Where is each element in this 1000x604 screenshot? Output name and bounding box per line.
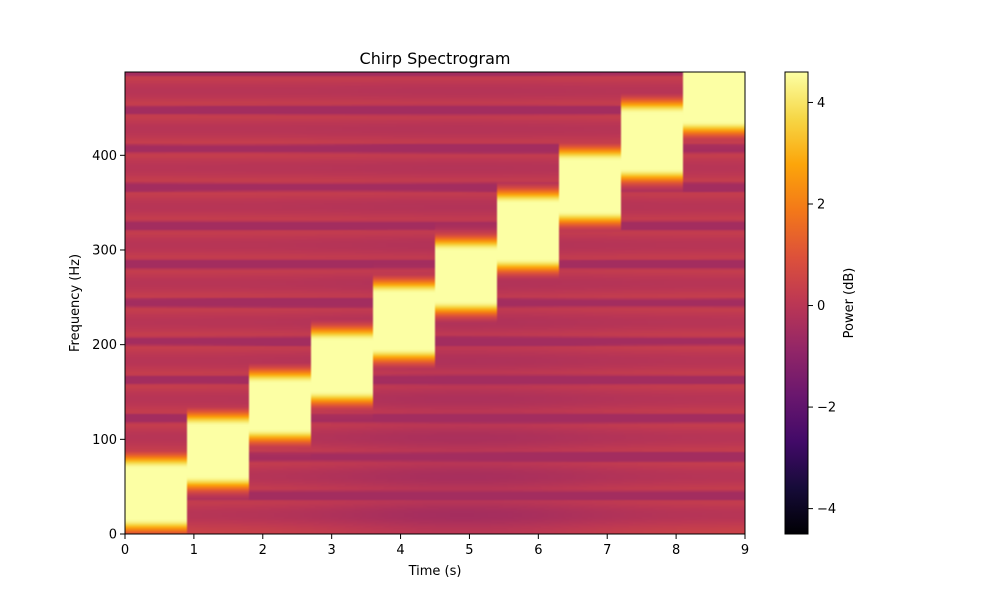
x-tick-label: 3 — [328, 543, 336, 558]
x-tick-label: 5 — [465, 543, 473, 558]
colorbar-frame — [784, 71, 809, 535]
colorbar-gradient — [785, 72, 808, 534]
colorbar-tick-label: −2 — [817, 401, 836, 416]
x-axis: 0 1 2 3 4 5 6 7 8 9 — [121, 534, 749, 558]
chart-title: Chirp Spectrogram — [360, 49, 511, 68]
y-axis-label: Frequency (Hz) — [68, 254, 83, 352]
colorbar-tick-label: −4 — [817, 502, 836, 517]
colorbar-tick-label: 0 — [817, 299, 825, 314]
y-tick-label: 400 — [92, 149, 117, 164]
y-axis: 0 100 200 300 400 — [92, 149, 125, 543]
y-tick-label: 300 — [92, 243, 117, 258]
x-tick-label: 1 — [190, 543, 198, 558]
x-tick-label: 6 — [534, 543, 542, 558]
heatmap-image — [125, 72, 745, 534]
x-tick-label: 4 — [396, 543, 404, 558]
y-tick-label: 100 — [92, 433, 117, 448]
colorbar: −4 −2 0 2 4 Power (dB) — [784, 71, 857, 535]
colorbar-tick-label: 4 — [817, 96, 825, 111]
x-tick-label: 7 — [603, 543, 611, 558]
plot-frame — [124, 71, 746, 535]
x-tick-label: 2 — [259, 543, 267, 558]
colorbar-label: Power (dB) — [842, 268, 857, 339]
y-tick-label: 0 — [109, 528, 117, 543]
x-axis-label: Time (s) — [408, 564, 462, 579]
colorbar-tick-label: 2 — [817, 198, 825, 213]
x-tick-label: 8 — [672, 543, 680, 558]
spectrogram-heatmap — [125, 72, 745, 534]
x-tick-label: 0 — [121, 543, 129, 558]
x-tick-label: 9 — [741, 543, 749, 558]
y-tick-label: 200 — [92, 338, 117, 353]
colorbar-ticks: −4 −2 0 2 4 — [808, 96, 836, 517]
